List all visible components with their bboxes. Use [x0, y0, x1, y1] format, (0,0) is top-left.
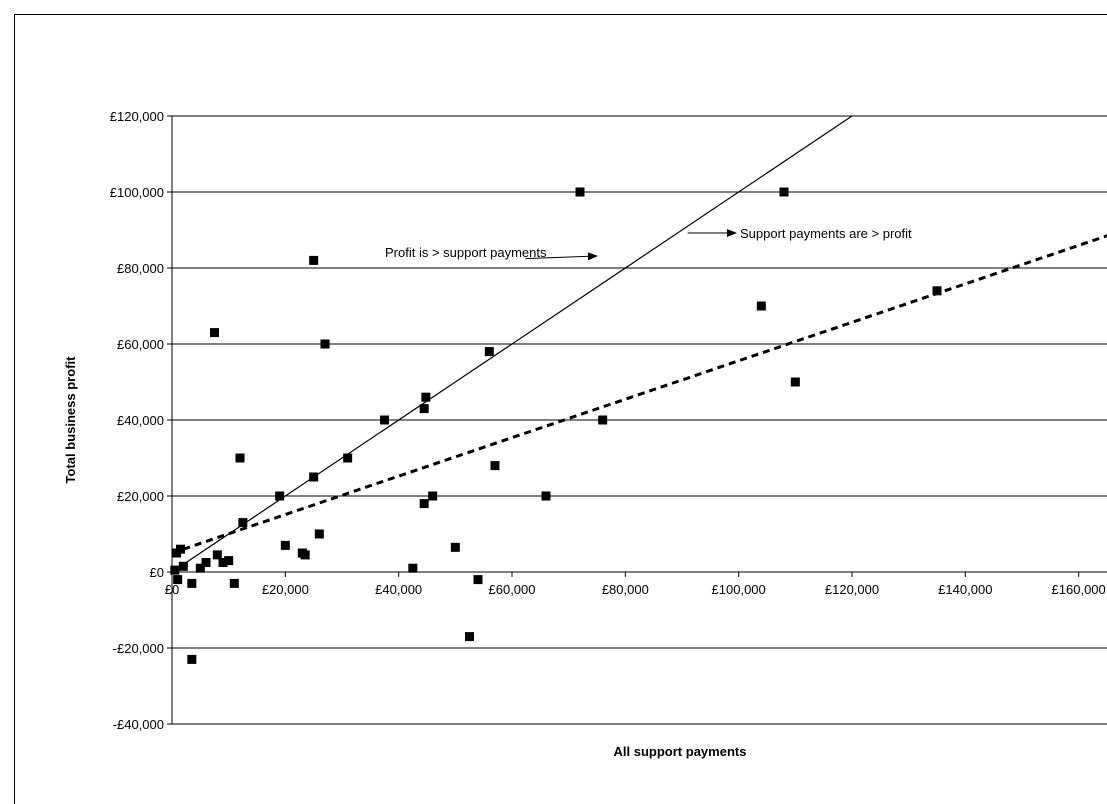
data-point-36 — [541, 491, 551, 501]
data-point-37 — [575, 187, 585, 197]
y-tick-label-8: -£40,000 — [113, 717, 164, 732]
data-point-41 — [790, 377, 800, 387]
data-point-34 — [484, 347, 494, 357]
data-point-40 — [779, 187, 789, 197]
data-point-21 — [309, 472, 319, 482]
x-tick-label-1: £20,000 — [262, 582, 309, 597]
data-point-3 — [176, 544, 185, 554]
data-point-11 — [218, 558, 228, 567]
data-point-2 — [173, 575, 183, 585]
data-point-20 — [309, 255, 319, 265]
data-point-33 — [473, 575, 483, 585]
y-tick-label-6: £0 — [150, 565, 164, 580]
chart-frame — [14, 14, 1107, 804]
data-point-6 — [187, 578, 197, 588]
data-point-28 — [419, 404, 429, 414]
y-tick-label-2: £80,000 — [117, 261, 164, 276]
data-points — [170, 187, 942, 664]
data-point-39 — [756, 301, 766, 311]
data-point-19 — [300, 550, 310, 560]
trend-line — [172, 234, 1107, 555]
data-point-5 — [187, 654, 197, 664]
y-axis-title: Total business profit — [63, 356, 78, 484]
data-point-4 — [178, 561, 188, 571]
data-point-13 — [229, 578, 239, 588]
y-tick-label-5: £20,000 — [117, 489, 164, 504]
data-point-14 — [235, 453, 245, 463]
scatter-chart: £120,000 £100,000 £80,000 £60,000 £40,000 £20… — [63, 109, 1107, 759]
x-tick-label-3: £60,000 — [489, 582, 536, 597]
data-point-26 — [408, 563, 418, 573]
data-point-29 — [421, 392, 431, 402]
data-point-30 — [428, 491, 438, 501]
data-point-22 — [314, 529, 324, 539]
y-tick-label-1: £100,000 — [110, 185, 164, 200]
x-tick-label-4: £80,000 — [602, 582, 649, 597]
data-point-15 — [238, 518, 248, 528]
tick-labels: £120,000 £100,000 £80,000 £60,000 £40,000 £20… — [110, 109, 1106, 732]
x-tick-label-2: £40,000 — [375, 582, 422, 597]
data-point-32 — [465, 632, 474, 642]
data-point-10 — [212, 550, 222, 560]
data-point-38 — [598, 415, 608, 425]
y-tick-label-4: £40,000 — [117, 413, 164, 428]
data-point-35 — [490, 461, 500, 471]
data-point-23 — [320, 339, 330, 349]
data-point-12 — [224, 556, 234, 566]
x-tick-label-5: £100,000 — [712, 582, 766, 597]
annotation-support-greater: Support payments are > profit — [740, 226, 912, 241]
grid-lines — [172, 115, 1107, 725]
annotation-arrow-left — [525, 252, 598, 261]
data-point-16 — [275, 491, 285, 501]
data-point-31 — [450, 542, 460, 552]
y-tick-label-3: £60,000 — [117, 337, 164, 352]
y-tick-label-0: £120,000 — [110, 109, 164, 124]
lines — [172, 116, 1107, 573]
data-point-17 — [280, 540, 290, 550]
data-point-24 — [343, 453, 353, 463]
data-point-42 — [932, 286, 942, 296]
axes — [167, 115, 1107, 725]
x-tick-label-8: £160,000 — [1052, 582, 1106, 597]
data-point-7 — [195, 563, 205, 573]
data-point-9 — [210, 328, 219, 338]
x-axis-title: All support payments — [614, 744, 747, 759]
data-point-25 — [380, 415, 389, 425]
data-point-27 — [419, 499, 429, 509]
data-point-8 — [201, 558, 211, 567]
data-point-0 — [170, 565, 180, 575]
x-tick-label-0: £0 — [165, 582, 179, 597]
annotation-profit-greater: Profit is > support payments — [385, 245, 547, 260]
y-tick-label-7: -£20,000 — [113, 641, 164, 656]
reference-line — [172, 116, 854, 573]
x-tick-label-6: £120,000 — [825, 582, 879, 597]
x-tick-label-7: £140,000 — [938, 582, 992, 597]
